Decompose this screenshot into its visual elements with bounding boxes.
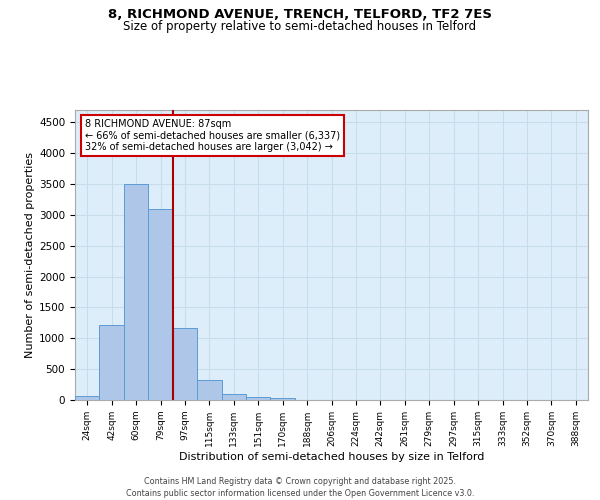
Bar	[100, 324, 124, 400]
Bar	[124, 184, 148, 400]
Bar	[148, 210, 173, 400]
Text: Size of property relative to semi-detached houses in Telford: Size of property relative to semi-detach…	[124, 20, 476, 33]
Text: 8 RICHMOND AVENUE: 87sqm
← 66% of semi-detached houses are smaller (6,337)
32% o: 8 RICHMOND AVENUE: 87sqm ← 66% of semi-d…	[85, 118, 340, 152]
Bar	[75, 396, 100, 400]
Bar	[221, 394, 246, 400]
Bar	[197, 380, 221, 400]
Text: Contains HM Land Registry data © Crown copyright and database right 2025.
Contai: Contains HM Land Registry data © Crown c…	[126, 476, 474, 498]
Bar	[271, 398, 295, 400]
X-axis label: Distribution of semi-detached houses by size in Telford: Distribution of semi-detached houses by …	[179, 452, 484, 462]
Text: 8, RICHMOND AVENUE, TRENCH, TELFORD, TF2 7ES: 8, RICHMOND AVENUE, TRENCH, TELFORD, TF2…	[108, 8, 492, 20]
Bar	[173, 328, 197, 400]
Y-axis label: Number of semi-detached properties: Number of semi-detached properties	[25, 152, 35, 358]
Bar	[246, 396, 271, 400]
